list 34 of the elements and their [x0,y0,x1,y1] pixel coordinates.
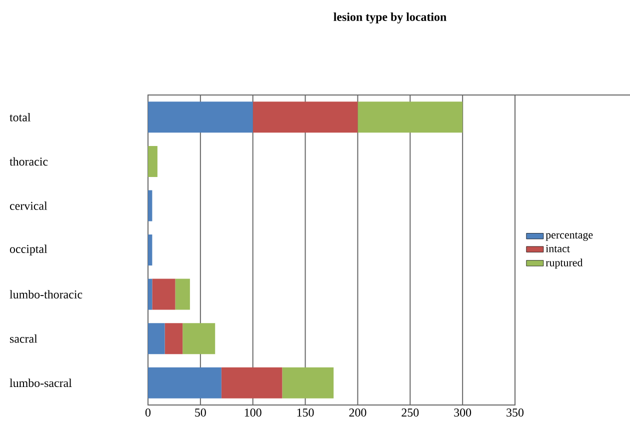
bar [148,190,152,222]
y-tick-label: thoracic [10,157,48,166]
bar [148,278,152,310]
bar [148,146,158,177]
x-tick-label: 50 [195,408,206,417]
bar [252,102,358,133]
bar [175,278,190,310]
legend-label: percentage [546,232,593,241]
legend-label: ruptured [546,258,583,269]
y-tick-label: occiptal [10,244,48,256]
bar [358,102,463,133]
bar [182,323,216,354]
bar [148,323,165,354]
y-tick-label: cervical [10,202,48,210]
bar [282,367,334,398]
y-tick-label: lumbo-thoracic [10,290,82,298]
x-tick-label: 350 [506,408,524,417]
x-tick-label: 250 [402,408,419,417]
y-tick-label: total [10,112,31,122]
x-tick-label: 0 [145,408,151,417]
bar [221,367,282,398]
y-tick-label: lumbo-sacral [10,378,72,388]
bar [164,323,183,354]
bar [148,367,222,398]
chart-title: lesion type by location [334,12,446,24]
legend-label: intact [546,244,570,252]
bar [148,102,253,133]
bar [152,278,176,310]
x-tick-label: 100 [244,408,262,417]
x-tick-label: 150 [297,408,314,417]
x-tick-label: 300 [454,408,472,417]
x-tick-label: 200 [349,408,366,417]
bar [148,234,152,266]
y-tick-label: sacral [10,334,38,343]
